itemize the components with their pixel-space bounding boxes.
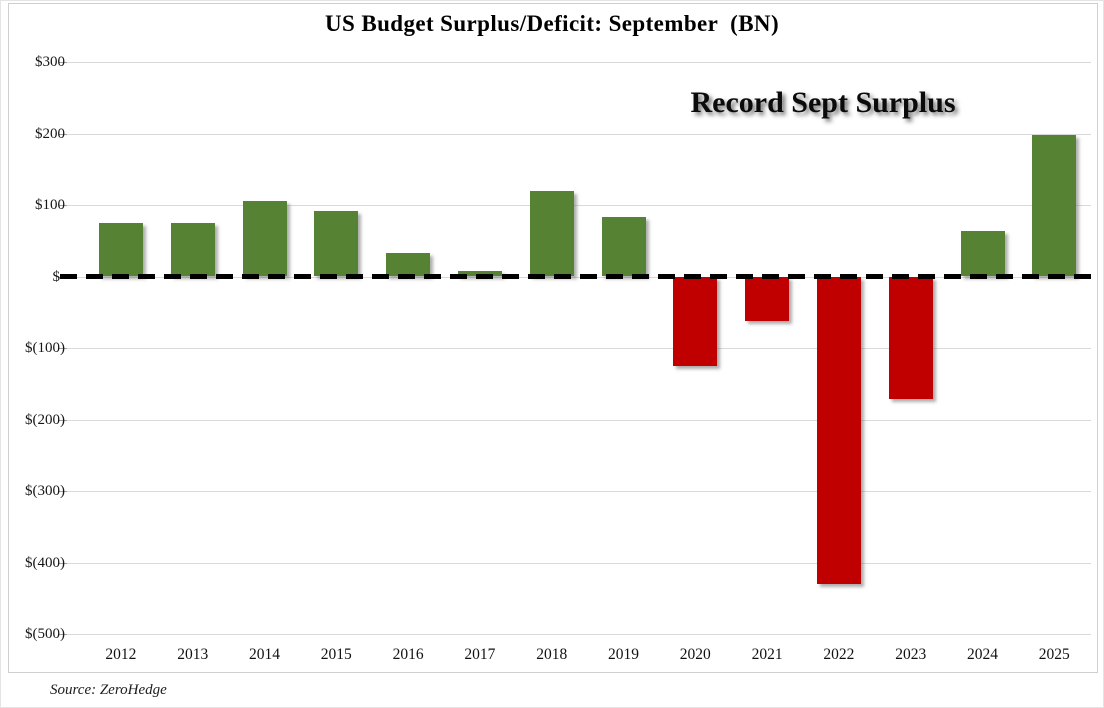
bar-2021 <box>745 276 790 321</box>
bar-2023 <box>888 276 933 399</box>
y-axis-label: $300 <box>35 54 65 70</box>
bar-2019 <box>601 217 646 277</box>
y-axis-label: $200 <box>35 125 65 142</box>
bar-2013 <box>170 222 215 277</box>
x-axis-label-2015: 2015 <box>320 646 352 663</box>
bar-2015 <box>314 211 359 277</box>
bar-2024 <box>960 230 1005 277</box>
y-axis-tick <box>59 133 67 135</box>
y-axis-tick <box>59 419 67 421</box>
x-axis-label-2025: 2025 <box>1038 646 1070 663</box>
x-axis-label-2012: 2012 <box>105 646 137 663</box>
source-credit: Source: ZeroHedge <box>50 682 167 698</box>
y-axis-label: $(500) <box>25 626 65 642</box>
y-axis-tick <box>59 562 67 564</box>
y-axis-label: $(400) <box>25 554 65 571</box>
x-axis-label-2016: 2016 <box>392 646 424 663</box>
gridline--300 <box>67 491 1091 492</box>
x-axis-label-2014: 2014 <box>249 646 280 663</box>
gridline-200 <box>67 133 1091 135</box>
x-axis-label-2017: 2017 <box>464 646 496 663</box>
y-axis-tick <box>59 205 67 206</box>
x-axis-label-2023: 2023 <box>895 646 927 663</box>
y-axis-label: $(300) <box>25 483 65 499</box>
bar-2020 <box>673 276 718 366</box>
bar-2014 <box>242 200 287 277</box>
y-axis-tick <box>59 634 67 635</box>
x-axis-label-2024: 2024 <box>967 646 998 663</box>
y-axis-label: $(100) <box>25 340 65 356</box>
x-axis-label-2013: 2013 <box>177 646 209 663</box>
x-axis-label-2022: 2022 <box>823 646 855 663</box>
y-axis-tick <box>59 348 67 349</box>
y-axis-label: $(200) <box>25 411 65 428</box>
bar-2017 <box>457 270 502 277</box>
gridline--100 <box>67 348 1091 349</box>
x-axis-label-2019: 2019 <box>608 646 639 663</box>
y-axis-label: $100 <box>35 197 65 213</box>
x-axis-label-2020: 2020 <box>679 646 711 663</box>
y-axis-label: $- <box>52 268 66 285</box>
y-axis-tick <box>59 491 67 492</box>
record-sept-surplus-annotation: Record Sept Surplus <box>690 86 956 119</box>
x-axis-label-2018: 2018 <box>536 646 568 663</box>
bar-2025 <box>1032 134 1077 277</box>
y-axis-tick <box>59 62 67 63</box>
bar-2018 <box>529 191 574 277</box>
x-axis-label-2021: 2021 <box>751 646 783 663</box>
zero-axis-dashed-line <box>60 274 1091 279</box>
gridline-100 <box>67 205 1091 206</box>
gridline-300 <box>67 62 1091 63</box>
bar-2016 <box>386 252 431 277</box>
gridline--500 <box>67 634 1091 635</box>
bar-2022 <box>816 276 861 584</box>
bar-2012 <box>98 222 143 277</box>
chart-title: US Budget Surplus/Deficit: September (BN… <box>324 11 779 36</box>
gridline--400 <box>67 562 1091 564</box>
gridline--200 <box>67 419 1091 421</box>
